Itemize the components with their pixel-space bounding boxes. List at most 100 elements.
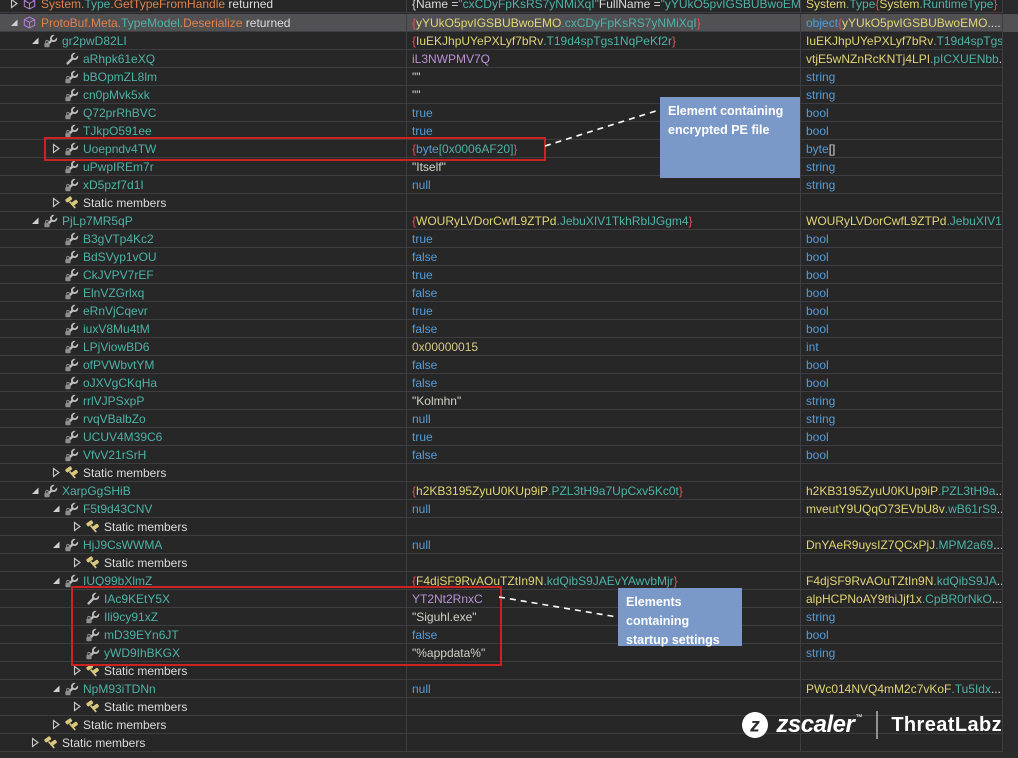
member-name: bBOpmZL8lm <box>83 69 158 84</box>
value-cell: "" <box>407 68 801 86</box>
tree-row[interactable]: Static members <box>0 518 1018 536</box>
tree-row[interactable]: iuxV8Mu4tM false bool <box>0 320 1018 338</box>
expand-expander-icon[interactable] <box>27 736 42 750</box>
tree-row[interactable]: Static members <box>0 194 1018 212</box>
name-cell: mD39EYn6JT <box>0 626 407 644</box>
tree-row[interactable]: HjJ9CsWWMA null DnYAeR9uysIZ7QCxPjJ .MPM2a6… <box>0 536 1018 554</box>
tree-row[interactable]: bBOpmZL8lm "" string <box>0 68 1018 86</box>
value-cell: false <box>407 374 801 392</box>
expand-expander-icon[interactable] <box>69 556 84 570</box>
tree-row[interactable]: xD5pzf7d1I null string <box>0 176 1018 194</box>
expand-expander-icon[interactable] <box>69 520 84 534</box>
static-members-icon <box>84 699 101 714</box>
expand-expander-icon[interactable] <box>69 664 84 678</box>
tree-row[interactable]: aRhpk61eXQ iL3NWPMV7Q vtjE5wNZnRcKNTj4LPI.… <box>0 50 1018 68</box>
tree-row[interactable]: yWD9IhBKGX "%appdata%" string <box>0 644 1018 662</box>
value-cell: true <box>407 428 801 446</box>
collapse-expander-icon[interactable] <box>48 574 63 588</box>
tree-row[interactable]: Ili9cy91xZ "Siguhl.exe" string <box>0 608 1018 626</box>
tree-row[interactable]: VfvV21rSrH false bool <box>0 446 1018 464</box>
tree-row[interactable]: Static members <box>0 554 1018 572</box>
tree-row[interactable]: IAc9KEtY5X YT2Nt2RnxC alpHCPNoAY9thiJjf1x.… <box>0 590 1018 608</box>
collapse-expander-icon[interactable] <box>48 502 63 516</box>
tree-row[interactable]: ofPVWbvtYM false bool <box>0 356 1018 374</box>
property-icon <box>63 123 80 138</box>
tree-row[interactable]: System.Type.GetTypeFromHandle returned {N… <box>0 0 1018 14</box>
tree-row[interactable]: eRnVjCqevr true bool <box>0 302 1018 320</box>
member-name: Static members <box>62 735 146 750</box>
tree-row[interactable]: XarpGgSHiB {h2KB3195ZyuU0KUp9iP .PZL3tH9a7… <box>0 482 1018 500</box>
member-name: Static members <box>104 519 188 534</box>
name-cell: IAc9KEtY5X <box>0 590 407 608</box>
tree-row[interactable]: oJXVgCKqHa false bool <box>0 374 1018 392</box>
type-cell: int <box>801 338 1003 356</box>
expand-expander-icon[interactable] <box>48 718 63 732</box>
tree-row[interactable]: PjLp7MR5qP {WOURyLVDorCwfL9ZTPd .JebuXIV1T… <box>0 212 1018 230</box>
collapse-expander-icon[interactable] <box>6 16 21 30</box>
annotation-line: encrypted PE file <box>668 122 770 137</box>
member-name: ofPVWbvtYM <box>83 357 155 372</box>
type-cell: string <box>801 176 1003 194</box>
property-icon <box>84 627 101 642</box>
tree-row[interactable]: B3gVTp4Kc2 true bool <box>0 230 1018 248</box>
expander-spacer <box>48 124 63 138</box>
tree-row[interactable]: NpM93iTDNn null PWc014NVQ4mM2c7vKoF .Tu5Idx… <box>0 680 1018 698</box>
member-name: mD39EYn6JT <box>104 627 179 642</box>
name-cell: BdSVyp1vOU <box>0 248 407 266</box>
name-cell: CkJVPV7rEF <box>0 266 407 284</box>
tree-row[interactable]: Static members <box>0 734 1018 752</box>
type-cell <box>801 518 1003 536</box>
expand-expander-icon[interactable] <box>6 0 21 11</box>
collapse-expander-icon[interactable] <box>27 214 42 228</box>
collapse-expander-icon[interactable] <box>27 484 42 498</box>
member-name: F5t9d43CNV <box>83 501 153 516</box>
tree-row[interactable]: ElnVZGrlxq false bool <box>0 284 1018 302</box>
tree-row[interactable]: CkJVPV7rEF true bool <box>0 266 1018 284</box>
name-cell: cn0pMvk5xk <box>0 86 407 104</box>
tree-row[interactable]: cn0pMvk5xk "" string <box>0 86 1018 104</box>
expander-spacer <box>48 160 63 174</box>
type-cell <box>801 734 1003 752</box>
property-icon <box>63 447 80 462</box>
tree-row[interactable]: Static members <box>0 464 1018 482</box>
tree-row[interactable]: rvqVBalbZo null string <box>0 410 1018 428</box>
tree-row[interactable]: Q72prRhBVC true bool <box>0 104 1018 122</box>
property-icon <box>63 357 80 372</box>
collapse-expander-icon[interactable] <box>48 538 63 552</box>
tree-row[interactable]: IUQ99bXlmZ {F4djSF9RvAOuTZtIn9N .kdQibS9JA… <box>0 572 1018 590</box>
expander-spacer <box>48 412 63 426</box>
tree-row[interactable]: F5t9d43CNV null mveutY9UQqO73EVbU8v .wB61rS… <box>0 500 1018 518</box>
collapse-expander-icon[interactable] <box>48 682 63 696</box>
row-strip <box>1003 86 1018 104</box>
row-strip <box>1003 356 1018 374</box>
tree-row[interactable]: TJkpO591ee true bool <box>0 122 1018 140</box>
property-icon <box>63 681 80 696</box>
member-name: Static members <box>83 465 167 480</box>
tree-row[interactable]: BdSVyp1vOU false bool <box>0 248 1018 266</box>
expand-expander-icon[interactable] <box>48 196 63 210</box>
tree-row[interactable]: uPwpIREm7r "Itself" string <box>0 158 1018 176</box>
tree-row[interactable]: LPjViowBD6 0x00000015 int <box>0 338 1018 356</box>
name-cell: Static members <box>0 662 407 680</box>
tree-row[interactable]: ProtoBuf.Meta.TypeModel.Deserialize retu… <box>0 14 1018 32</box>
expand-expander-icon[interactable] <box>48 142 63 156</box>
type-cell: bool <box>801 302 1003 320</box>
tree-row[interactable]: Uoepndv4TW {byte [0x0006AF20]} byte[] <box>0 140 1018 158</box>
tree-row[interactable]: rrlVJPSxpP "Kolmhn" string <box>0 392 1018 410</box>
tree-row[interactable]: Static members <box>0 662 1018 680</box>
member-name: oJXVgCKqHa <box>83 375 158 390</box>
tree-row[interactable]: UCUV4M39C6 true bool <box>0 428 1018 446</box>
tree-row[interactable]: gr2pwD82LI {IuEKJhpUYePXLyf7bRv .T19d4spTg… <box>0 32 1018 50</box>
member-name: BdSVyp1vOU <box>83 249 157 264</box>
type-cell: bool <box>801 122 1003 140</box>
value-cell: "%appdata%" <box>407 644 801 662</box>
tree-row[interactable]: Static members <box>0 698 1018 716</box>
tree-row[interactable]: mD39EYn6JT false bool <box>0 626 1018 644</box>
type-cell: h2KB3195ZyuU0KUp9iP.PZL3tH9a... <box>801 482 1003 500</box>
expand-expander-icon[interactable] <box>69 700 84 714</box>
collapse-expander-icon[interactable] <box>27 34 42 48</box>
row-strip <box>1003 500 1018 518</box>
row-strip <box>1003 590 1018 608</box>
expand-expander-icon[interactable] <box>48 466 63 480</box>
value-cell: 0x00000015 <box>407 338 801 356</box>
